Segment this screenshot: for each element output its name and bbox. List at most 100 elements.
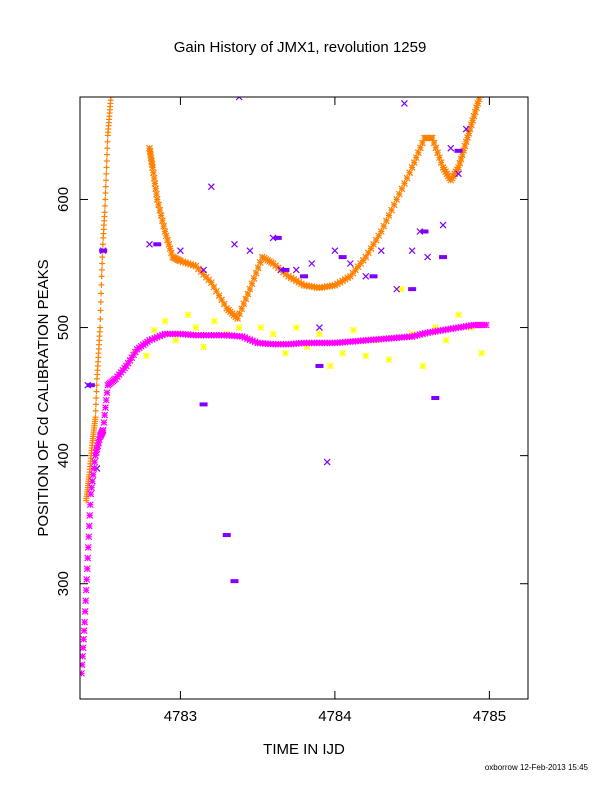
data-point [461, 142, 469, 150]
plot-area [80, 88, 490, 677]
data-point [102, 404, 109, 412]
data-point [362, 352, 370, 360]
data-point [80, 635, 88, 643]
data-point [231, 240, 238, 248]
data-point [103, 164, 110, 171]
data-point [99, 426, 107, 434]
data-point [93, 465, 101, 472]
data-point [104, 151, 111, 158]
series-5 [80, 321, 490, 677]
data-point [99, 254, 106, 261]
data-point [98, 290, 105, 297]
data-point [86, 511, 94, 519]
data-point [393, 285, 401, 293]
data-point [97, 298, 104, 305]
y-tick-label: 500 [55, 315, 72, 340]
data-point [80, 652, 86, 660]
data-point [153, 190, 160, 198]
data-point [161, 228, 169, 235]
data-point [408, 247, 416, 255]
data-point [101, 202, 108, 209]
data-point [408, 287, 417, 292]
data-point [434, 149, 442, 157]
data-point [97, 324, 104, 331]
data-point [470, 112, 478, 120]
data-point [150, 326, 158, 334]
data-point [300, 274, 308, 279]
data-point [400, 99, 408, 107]
axes: 4783 4784 4785 300 400 500 600 [55, 97, 528, 725]
data-point [316, 330, 323, 338]
data-point [103, 177, 110, 184]
data-point [269, 330, 277, 338]
data-point [471, 108, 479, 116]
data-point [84, 544, 92, 551]
data-point [92, 407, 99, 414]
data-point [246, 285, 254, 293]
series-4 [86, 148, 463, 584]
data-point [92, 401, 99, 408]
data-point [282, 349, 289, 357]
data-point [87, 490, 95, 498]
y-tick-label: 600 [55, 187, 72, 212]
data-point [103, 158, 110, 165]
data-point [419, 362, 427, 370]
data-point [316, 324, 323, 331]
data-point [210, 317, 218, 325]
data-point [273, 235, 282, 240]
plot-frame [79, 96, 529, 700]
data-point [150, 174, 158, 182]
data-point [86, 383, 95, 388]
data-point [192, 324, 200, 331]
data-point [103, 389, 111, 397]
data-point [91, 458, 99, 466]
data-point [457, 155, 465, 163]
data-point [93, 388, 100, 395]
data-point [176, 247, 184, 255]
data-point [149, 169, 157, 177]
data-point [464, 134, 471, 141]
data-point [474, 99, 482, 107]
data-point [83, 565, 91, 573]
data-point [92, 414, 99, 421]
data-point [456, 159, 464, 167]
y-axis-label: POSITION OF Cd CALIBRATION PEAKS [35, 259, 52, 536]
data-point [101, 209, 108, 216]
data-point [98, 266, 105, 273]
data-point [100, 419, 108, 426]
data-point [81, 608, 89, 615]
data-point [90, 465, 98, 472]
data-point [99, 248, 108, 253]
data-point [236, 310, 244, 318]
data-point [98, 273, 105, 280]
data-point [152, 185, 160, 193]
data-point [447, 144, 455, 152]
data-point [292, 324, 300, 331]
data-point [200, 343, 208, 351]
data-point [82, 597, 90, 605]
y-tick-label: 300 [55, 571, 72, 596]
data-point [81, 618, 89, 626]
data-point [439, 255, 448, 260]
data-point [246, 247, 254, 255]
data-point [166, 245, 174, 252]
data-point [153, 196, 161, 203]
data-point [250, 275, 258, 282]
data-point [80, 627, 88, 635]
data-point [406, 169, 413, 177]
data-point [102, 190, 109, 197]
data-point [97, 307, 104, 314]
data-point [80, 669, 85, 677]
chart-title: Gain History of JMX1, revolution 1259 [174, 39, 427, 56]
y-tick-label: 400 [55, 443, 72, 468]
data-point [331, 247, 339, 255]
data-point [107, 97, 114, 100]
data-point [155, 201, 162, 209]
data-point [430, 139, 438, 147]
data-point [256, 259, 264, 266]
data-point [257, 324, 265, 331]
data-point [479, 88, 485, 94]
data-point [369, 274, 378, 279]
data-point [89, 471, 97, 479]
data-point [254, 264, 262, 272]
